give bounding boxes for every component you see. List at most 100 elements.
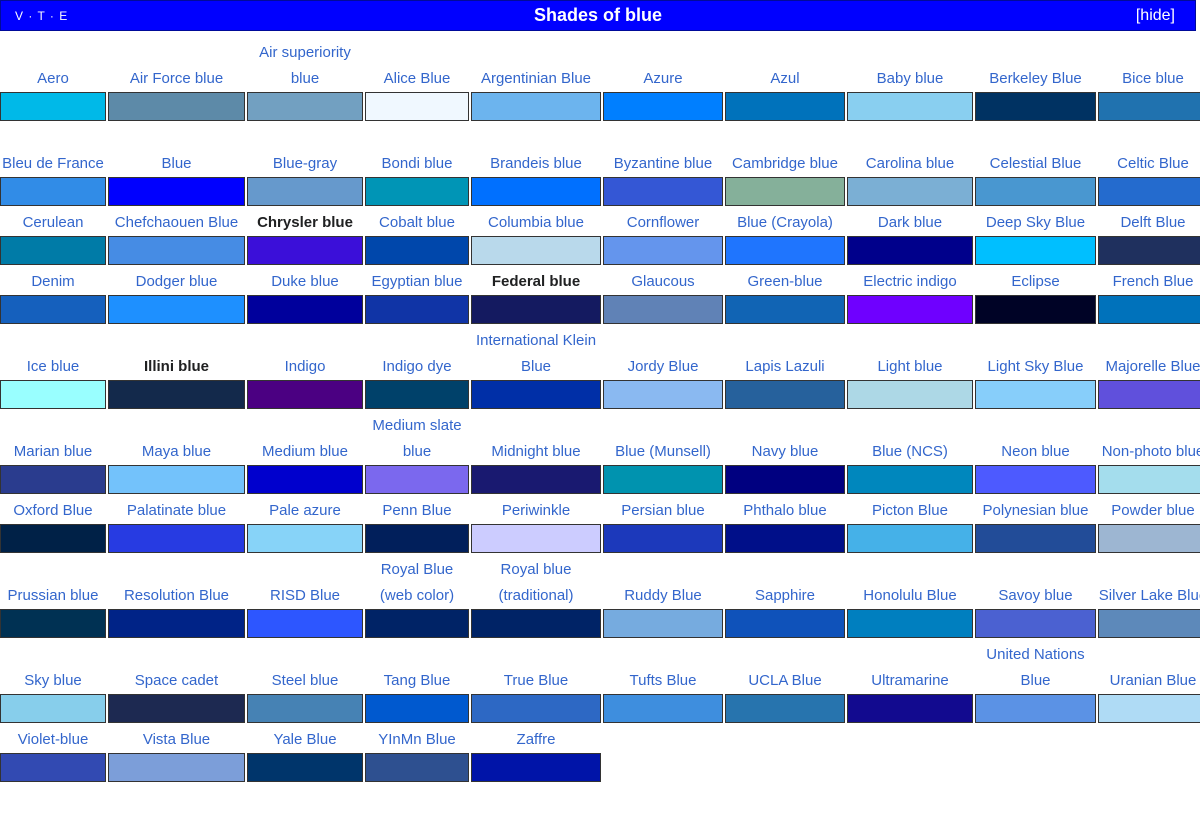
color-name-link[interactable]: Egyptian blue	[371, 273, 463, 290]
view-template-link[interactable]: V	[15, 9, 25, 23]
color-name-link[interactable]: Blue-gray	[272, 155, 338, 172]
color-name-link[interactable]: Majorelle Blue	[1105, 358, 1200, 375]
color-name-link[interactable]: Marian blue	[13, 443, 93, 460]
color-name-link[interactable]: Aero	[37, 70, 69, 87]
color-name-link[interactable]: Honolulu Blue	[863, 587, 957, 604]
color-name-link[interactable]: Carolina blue	[865, 155, 955, 172]
color-name-link[interactable]: Ice blue	[26, 358, 80, 375]
color-name-link[interactable]: Ultramarine	[871, 672, 949, 689]
color-name-link[interactable]: Prussian blue	[7, 587, 99, 604]
color-swatch	[725, 236, 845, 265]
color-name-link[interactable]: YInMn Blue	[378, 731, 456, 748]
color-name-link[interactable]: Polynesian blue	[982, 502, 1089, 519]
color-name-link[interactable]: Dark blue	[877, 214, 943, 231]
color-name-link[interactable]: Space cadet	[134, 672, 219, 689]
color-name-link[interactable]: Chefchaouen Blue	[114, 214, 239, 231]
color-name-link[interactable]: Argentinian Blue	[480, 70, 592, 87]
color-name-link[interactable]: Royal blue (traditional)	[498, 561, 574, 604]
color-name-link[interactable]: Berkeley Blue	[989, 70, 1082, 87]
color-name-link[interactable]: Maya blue	[141, 443, 212, 460]
color-name-link[interactable]: French Blue	[1112, 273, 1194, 290]
color-name-link[interactable]: UCLA Blue	[748, 672, 822, 689]
color-name-link[interactable]: True Blue	[503, 672, 569, 689]
color-name-link[interactable]: Neon blue	[1001, 443, 1070, 460]
color-name-link[interactable]: Celtic Blue	[1117, 155, 1189, 172]
color-name-link[interactable]: Azul	[770, 70, 800, 87]
color-name-link[interactable]: Denim	[31, 273, 75, 290]
color-name-link[interactable]: Delft Blue	[1120, 214, 1186, 231]
color-name-link[interactable]: Blue (Munsell)	[615, 443, 711, 460]
talk-template-link[interactable]: T	[37, 9, 46, 23]
color-name-link[interactable]: Uranian Blue	[1109, 672, 1197, 689]
color-name-link[interactable]: Columbia blue	[488, 214, 584, 231]
color-name-link[interactable]: Silver Lake Blue	[1098, 587, 1200, 604]
color-name-link[interactable]: International Klein Blue	[475, 332, 597, 375]
color-name-link[interactable]: Blue	[161, 155, 192, 172]
color-name-link[interactable]: Palatinate blue	[126, 502, 227, 519]
color-name-link[interactable]: Vista Blue	[142, 731, 211, 748]
color-name-link[interactable]: Zaffre	[516, 731, 556, 748]
color-name-link[interactable]: Glaucous	[631, 273, 695, 290]
color-name-link[interactable]: Medium blue	[262, 443, 348, 460]
color-name-link[interactable]: Duke blue	[271, 273, 339, 290]
color-name-link: Federal blue	[491, 273, 581, 290]
color-name-link[interactable]: Tufts Blue	[629, 672, 697, 689]
color-name-link[interactable]: Bice blue	[1122, 70, 1184, 87]
color-name-link[interactable]: Blue (NCS)	[872, 443, 948, 460]
color-name-link[interactable]: Eclipse	[1011, 273, 1060, 290]
color-name-link[interactable]: Deep Sky Blue	[985, 214, 1086, 231]
color-name-link[interactable]: Violet-blue	[17, 731, 89, 748]
color-name-link[interactable]: Lapis Lazuli	[745, 358, 825, 375]
color-name-link[interactable]: Celestial Blue	[989, 155, 1082, 172]
color-name-link[interactable]: Sapphire	[754, 587, 816, 604]
color-name-link[interactable]: Midnight blue	[491, 443, 581, 460]
color-name-link[interactable]: Yale Blue	[273, 731, 337, 748]
color-name-link[interactable]: Royal Blue (web color)	[379, 561, 455, 604]
color-name-link[interactable]: Azure	[643, 70, 683, 87]
color-name-link[interactable]: Resolution Blue	[123, 587, 230, 604]
color-name-link[interactable]: Air superiority blue	[259, 44, 351, 87]
color-name-link[interactable]: Bleu de France	[2, 155, 104, 172]
color-name-link[interactable]: Oxford Blue	[13, 502, 93, 519]
color-name-link[interactable]: Tang Blue	[383, 672, 451, 689]
color-name-link[interactable]: Indigo	[284, 358, 326, 375]
color-name-link[interactable]: Cornflower	[626, 214, 700, 231]
color-name-link[interactable]: Jordy Blue	[627, 358, 699, 375]
color-name-link[interactable]: Cambridge blue	[732, 155, 838, 172]
color-name-link[interactable]: Electric indigo	[863, 273, 957, 290]
color-cell: Argentinian Blue	[471, 40, 601, 125]
color-name-link[interactable]: Cerulean	[22, 214, 84, 231]
color-name-link[interactable]: Air Force blue	[129, 70, 224, 87]
color-name-link[interactable]: Bondi blue	[381, 155, 453, 172]
color-name-link[interactable]: Ruddy Blue	[624, 587, 702, 604]
color-name-link[interactable]: Medium slate blue	[372, 417, 462, 460]
color-name-link[interactable]: Light Sky Blue	[987, 358, 1084, 375]
color-name-link[interactable]: Cobalt blue	[379, 214, 455, 231]
color-name-link[interactable]: Non-photo blue	[1101, 443, 1200, 460]
color-name-link[interactable]: Brandeis blue	[490, 155, 582, 172]
color-name-link[interactable]: Byzantine blue	[613, 155, 713, 172]
edit-template-link[interactable]: E	[59, 9, 69, 23]
color-name-link[interactable]: Alice Blue	[383, 70, 451, 87]
color-name-link[interactable]: Light blue	[877, 358, 943, 375]
color-name-link[interactable]: Powder blue	[1111, 502, 1195, 519]
color-name-link[interactable]: Baby blue	[876, 70, 944, 87]
color-name-link[interactable]: Sky blue	[24, 672, 82, 689]
color-name-link[interactable]: Penn Blue	[382, 502, 452, 519]
color-name-link[interactable]: United Nations Blue	[986, 646, 1085, 689]
color-name-link[interactable]: Phthalo blue	[743, 502, 827, 519]
color-name-link[interactable]: RISD Blue	[269, 587, 341, 604]
color-name-link[interactable]: Navy blue	[751, 443, 819, 460]
hide-toggle[interactable]: [hide]	[1135, 7, 1175, 24]
color-cell: Zaffre	[471, 727, 601, 786]
color-name-link[interactable]: Indigo dye	[382, 358, 452, 375]
color-name-link[interactable]: Periwinkle	[501, 502, 571, 519]
color-name-link[interactable]: Pale azure	[269, 502, 341, 519]
color-name-link[interactable]: Persian blue	[621, 502, 705, 519]
color-name-link[interactable]: Blue (Crayola)	[737, 214, 833, 231]
color-name-link[interactable]: Steel blue	[271, 672, 339, 689]
color-name-link[interactable]: Green-blue	[747, 273, 823, 290]
color-name-link[interactable]: Savoy blue	[998, 587, 1073, 604]
color-name-link[interactable]: Dodger blue	[135, 273, 218, 290]
color-name-link[interactable]: Picton Blue	[872, 502, 948, 519]
